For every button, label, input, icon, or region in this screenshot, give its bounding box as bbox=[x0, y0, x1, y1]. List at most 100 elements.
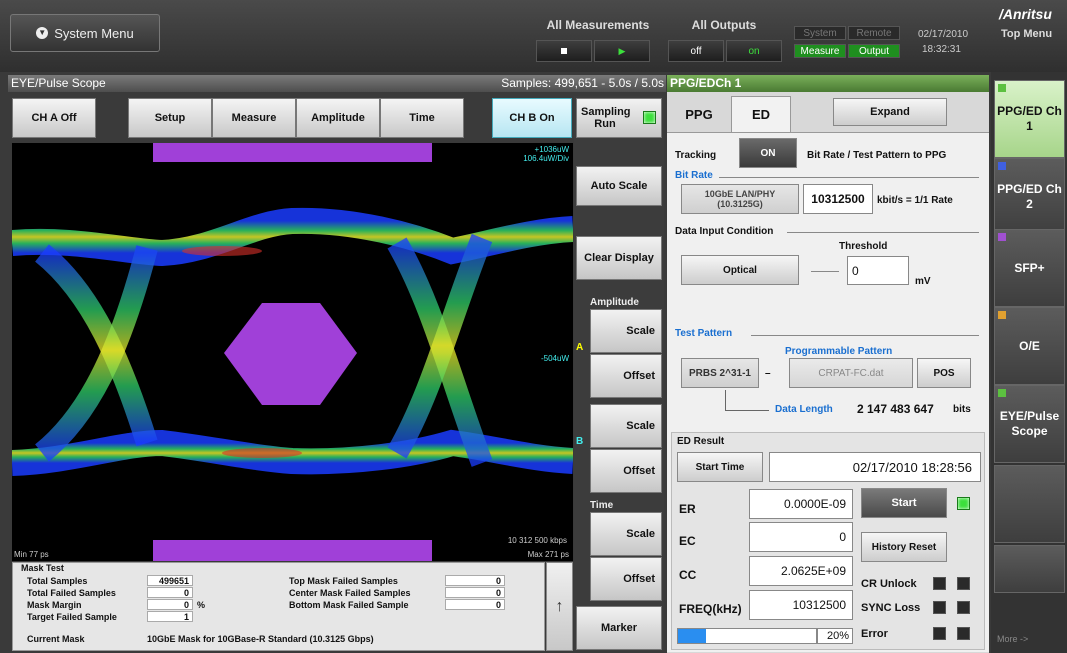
marker-button[interactable]: Marker bbox=[576, 606, 662, 650]
pattern-dash: – bbox=[765, 368, 771, 379]
test-pattern-label: Test Pattern bbox=[675, 328, 733, 339]
auto-scale-button[interactable]: Auto Scale bbox=[576, 166, 662, 206]
amplitude-b-scale-button[interactable]: Scale bbox=[590, 404, 662, 448]
eye-crossing-left-2 bbox=[34, 245, 158, 462]
pos-button[interactable]: POS bbox=[917, 358, 971, 388]
time-button[interactable]: Time bbox=[380, 98, 464, 138]
status-remote: Remote bbox=[848, 26, 900, 40]
amplitude-button[interactable]: Amplitude bbox=[296, 98, 380, 138]
data-length-unit: bits bbox=[953, 404, 971, 415]
top-menu-title: Top Menu bbox=[1001, 28, 1053, 40]
time-offset-button[interactable]: Offset bbox=[590, 557, 662, 601]
top-failed-label: Top Mask Failed Samples bbox=[289, 576, 398, 586]
time-max-label: Max 271 ps bbox=[527, 550, 569, 559]
ppg-ed-header: PPG/EDCh 1 bbox=[667, 75, 989, 92]
eye-crossing-left-1 bbox=[34, 244, 158, 447]
test-pattern-divider bbox=[751, 335, 979, 336]
target-failed-value[interactable]: 1 bbox=[147, 611, 193, 622]
data-length-value: 2 147 483 647 bbox=[857, 402, 934, 416]
history-reset-button[interactable]: History Reset bbox=[861, 532, 947, 562]
ec-value: 0 bbox=[749, 522, 853, 552]
scale-per-div-label: 106.4uW/Div bbox=[523, 154, 569, 163]
bit-rate-preset-button[interactable]: 10GbE LAN/PHY (10.3125G) bbox=[681, 184, 799, 214]
mask-margin-value[interactable]: 0 bbox=[147, 599, 193, 610]
cr-unlock-led-1 bbox=[933, 577, 946, 590]
menu-ppg-ed-ch2[interactable]: PPG/ED Ch 2 bbox=[994, 158, 1065, 236]
measurements-run-button[interactable]: ▶ bbox=[594, 40, 650, 62]
sampling-led bbox=[643, 111, 656, 124]
eye-hotspot-top bbox=[182, 246, 262, 256]
amplitude-a-offset-button[interactable]: Offset bbox=[590, 354, 662, 398]
brand-area: /Anritsu Top Menu bbox=[991, 0, 1067, 72]
system-menu-label: System Menu bbox=[54, 25, 134, 41]
eye-hotspot-bottom bbox=[222, 448, 302, 458]
menu-eye-pulse-scope[interactable]: EYE/Pulse Scope bbox=[994, 385, 1065, 463]
tab-ed[interactable]: ED bbox=[731, 96, 791, 132]
chevron-down-icon: ▼ bbox=[36, 27, 49, 39]
tracking-toggle[interactable]: ON bbox=[739, 138, 797, 168]
status-measure: Measure bbox=[794, 44, 846, 58]
mask-panel-toggle-button[interactable]: ↑ bbox=[546, 562, 573, 651]
measure-button[interactable]: Measure bbox=[212, 98, 296, 138]
bitrate-label: 10 312 500 kbps bbox=[507, 536, 567, 545]
tab-ppg[interactable]: PPG bbox=[685, 106, 713, 122]
bottom-failed-value: 0 bbox=[445, 599, 505, 610]
start-led bbox=[957, 497, 970, 510]
time-display: 18:32:31 bbox=[922, 44, 961, 55]
outputs-on-button[interactable]: on bbox=[726, 40, 782, 62]
oe-icon bbox=[998, 311, 1006, 319]
scope-title: EYE/Pulse Scope bbox=[11, 76, 106, 90]
eye-diagram-svg bbox=[12, 143, 573, 561]
threshold-unit: mV bbox=[915, 276, 931, 287]
ch-b-button[interactable]: CH B On bbox=[492, 98, 572, 138]
error-led-1 bbox=[933, 627, 946, 640]
mask-center bbox=[224, 303, 357, 405]
mask-bottom bbox=[153, 540, 432, 561]
ch-a-button[interactable]: CH A Off bbox=[12, 98, 96, 138]
amplitude-b-offset-button[interactable]: Offset bbox=[590, 449, 662, 493]
er-label: ER bbox=[679, 502, 696, 516]
start-time-button[interactable]: Start Time bbox=[677, 452, 763, 482]
menu-empty-2[interactable] bbox=[994, 545, 1065, 593]
anritsu-logo: /Anritsu bbox=[999, 6, 1052, 22]
bit-rate-input[interactable]: 10312500 bbox=[803, 184, 873, 214]
menu-oe[interactable]: O/E bbox=[994, 307, 1065, 385]
menu-empty-1[interactable] bbox=[994, 465, 1065, 543]
progress-percent: 20% bbox=[817, 628, 853, 644]
current-mask-label: Current Mask bbox=[27, 634, 85, 644]
eye-diagram-plot: +1036uW 106.4uW/Div -504uW 10 312 500 kb… bbox=[12, 143, 573, 561]
data-length-label: Data Length bbox=[775, 404, 833, 415]
pattern-file-button[interactable]: CRPAT-FC.dat bbox=[789, 358, 913, 388]
programmable-pattern-label: Programmable Pattern bbox=[785, 346, 893, 357]
input-mode-button[interactable]: Optical bbox=[681, 255, 799, 285]
ppg-ch1-icon bbox=[998, 84, 1006, 92]
sampling-run-button[interactable]: Sampling Run bbox=[576, 98, 662, 138]
outputs-off-button[interactable]: off bbox=[668, 40, 724, 62]
channel-b-label: B bbox=[576, 436, 584, 447]
sfp-icon bbox=[998, 233, 1006, 241]
expand-button[interactable]: Expand bbox=[833, 98, 947, 126]
system-menu-button[interactable]: ▼ System Menu bbox=[10, 14, 160, 52]
scope-header: EYE/Pulse Scope Samples: 499,651 - 5.0s … bbox=[8, 75, 666, 92]
top-level-label: +1036uW bbox=[534, 145, 569, 154]
ppg-ed-panel: PPG ED Expand Tracking ON Bit Rate / Tes… bbox=[667, 92, 989, 653]
setup-button[interactable]: Setup bbox=[128, 98, 212, 138]
pattern-button[interactable]: PRBS 2^31-1 bbox=[681, 358, 759, 388]
menu-ppg-ed-ch1[interactable]: PPG/ED Ch 1 bbox=[994, 80, 1065, 158]
clear-display-button[interactable]: Clear Display bbox=[576, 236, 662, 280]
amplitude-section-label: Amplitude bbox=[590, 297, 639, 308]
sync-loss-led-1 bbox=[933, 601, 946, 614]
status-output: Output bbox=[848, 44, 900, 58]
amplitude-a-scale-button[interactable]: Scale bbox=[590, 309, 662, 353]
menu-sfp[interactable]: SFP+ bbox=[994, 229, 1065, 307]
measurements-stop-button[interactable] bbox=[536, 40, 592, 62]
ppg-ch2-icon bbox=[998, 162, 1006, 170]
threshold-input[interactable]: 0 bbox=[847, 256, 909, 285]
scope-icon bbox=[998, 389, 1006, 397]
sampling-run-label: Sampling Run bbox=[581, 106, 631, 130]
start-button[interactable]: Start bbox=[861, 488, 947, 518]
more-button[interactable]: More -> bbox=[997, 634, 1029, 644]
measurement-progress-bar bbox=[677, 628, 817, 644]
mid-level-label: -504uW bbox=[540, 354, 569, 363]
time-scale-button[interactable]: Scale bbox=[590, 512, 662, 556]
